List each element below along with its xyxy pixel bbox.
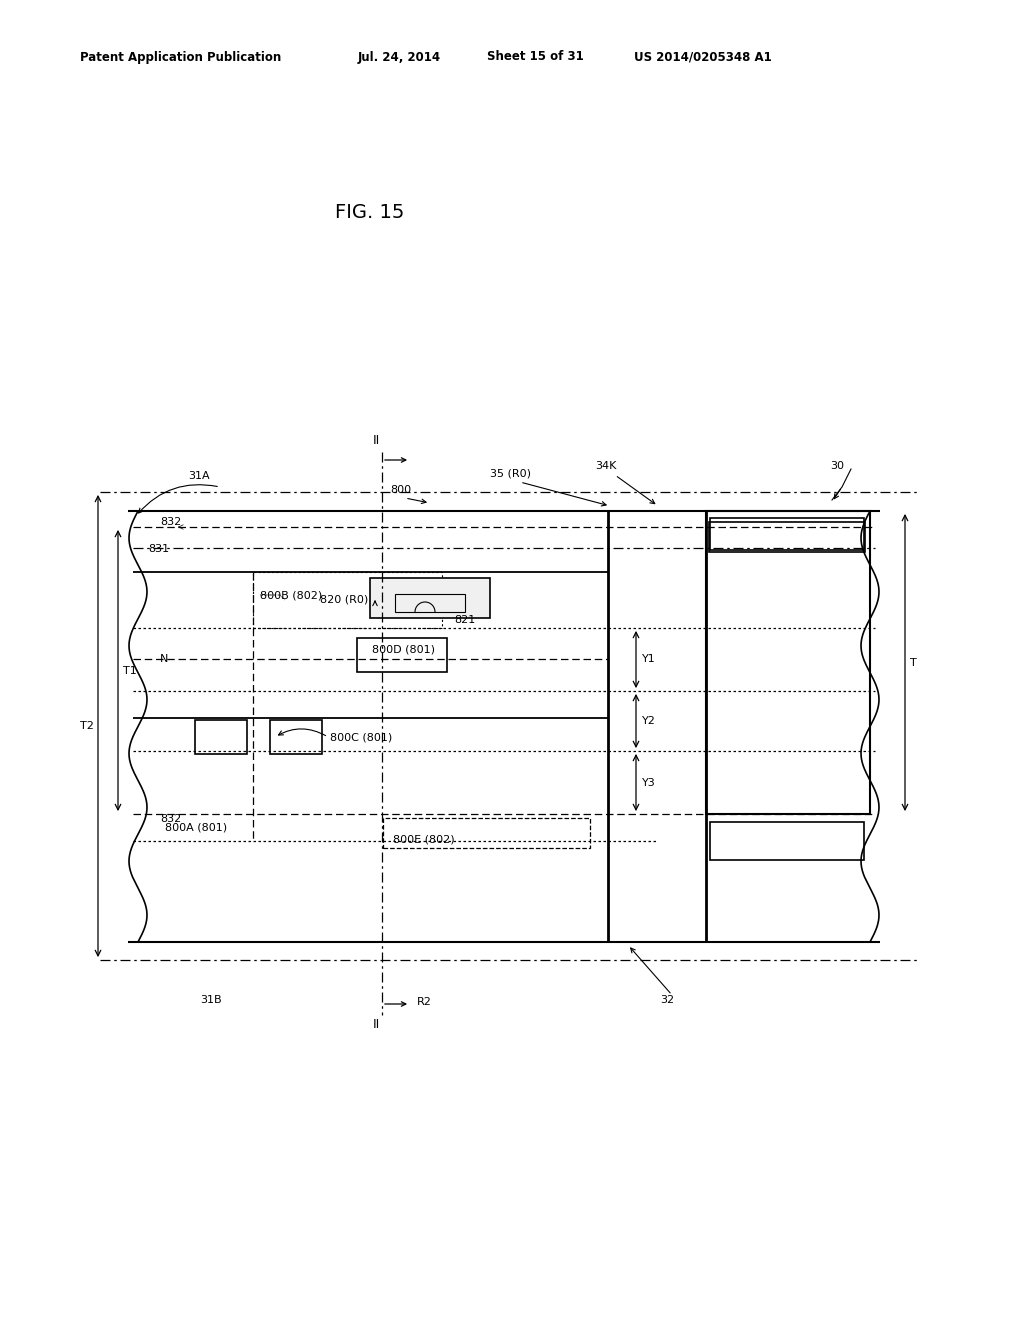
Bar xyxy=(270,719,322,754)
Text: R2: R2 xyxy=(417,997,432,1007)
Text: 800: 800 xyxy=(390,484,411,495)
Text: Y1: Y1 xyxy=(642,655,655,664)
Text: Jul. 24, 2014: Jul. 24, 2014 xyxy=(358,50,441,63)
Text: Patent Application Publication: Patent Application Publication xyxy=(80,50,282,63)
Text: 31B: 31B xyxy=(200,995,221,1005)
Text: Sheet 15 of 31: Sheet 15 of 31 xyxy=(487,50,584,63)
Text: 800D (801): 800D (801) xyxy=(372,645,435,655)
Bar xyxy=(710,822,864,861)
Text: Y2: Y2 xyxy=(642,715,656,726)
Bar xyxy=(706,511,870,814)
Text: 32: 32 xyxy=(660,995,674,1005)
Text: 30: 30 xyxy=(830,461,844,471)
Text: Y3: Y3 xyxy=(642,777,655,788)
Text: 800E (802): 800E (802) xyxy=(393,836,455,845)
Text: 34K: 34K xyxy=(595,461,616,471)
Bar xyxy=(253,572,442,628)
Text: II: II xyxy=(373,1019,380,1031)
Text: T: T xyxy=(910,657,916,668)
Bar xyxy=(370,578,490,618)
Text: 800A (801): 800A (801) xyxy=(165,822,227,833)
Text: 821: 821 xyxy=(454,615,475,624)
Text: 831: 831 xyxy=(148,544,169,554)
Text: II: II xyxy=(373,433,380,446)
Text: US 2014/0205348 A1: US 2014/0205348 A1 xyxy=(634,50,772,63)
Text: N: N xyxy=(160,653,168,664)
Bar xyxy=(709,521,865,552)
Bar xyxy=(383,818,590,847)
Bar xyxy=(395,594,465,612)
Text: FIG. 15: FIG. 15 xyxy=(335,203,404,223)
Text: T1: T1 xyxy=(123,665,137,676)
Text: 35 (R0): 35 (R0) xyxy=(490,469,531,479)
Text: 31A: 31A xyxy=(188,471,210,480)
Text: 820 (R0): 820 (R0) xyxy=(319,595,369,605)
Text: 832: 832 xyxy=(160,517,181,527)
Text: T2: T2 xyxy=(80,721,94,731)
Bar xyxy=(357,638,447,672)
Bar xyxy=(195,719,247,754)
Text: 800B (802): 800B (802) xyxy=(260,590,323,601)
Text: 832: 832 xyxy=(160,814,181,824)
Bar xyxy=(710,517,864,550)
Text: 800C (801): 800C (801) xyxy=(330,733,392,742)
